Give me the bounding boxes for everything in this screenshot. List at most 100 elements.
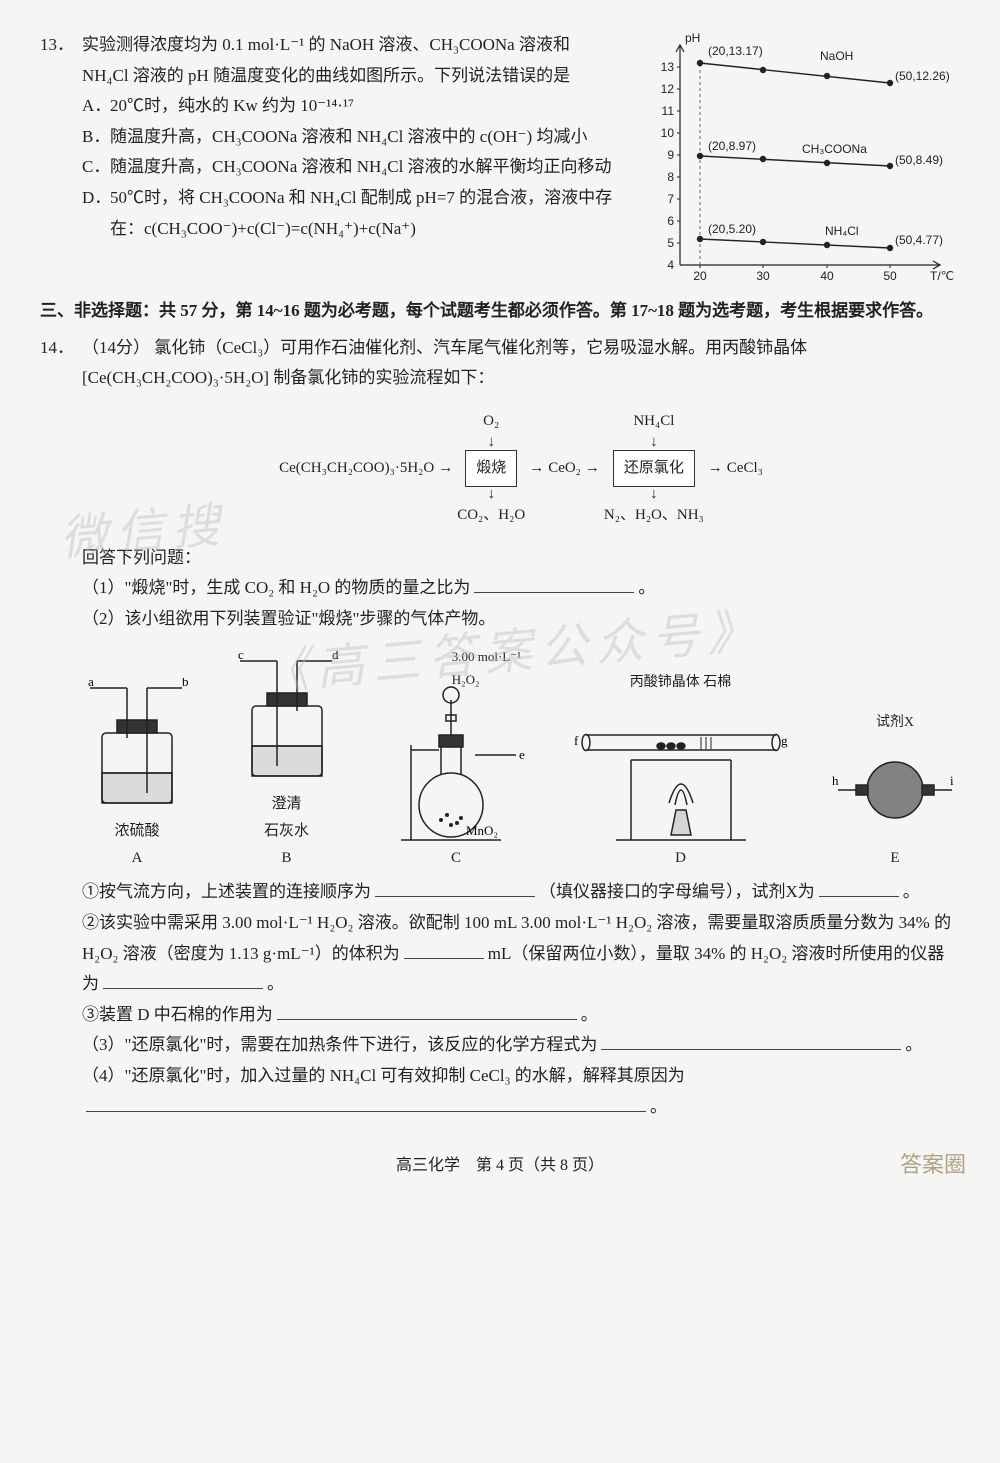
apparatus-d-label: D: [675, 845, 686, 872]
svg-text:4: 4: [667, 258, 674, 272]
q14-flowchart: Ce(CH₃CH₂COO)₃·5H₂O → O₂ ↓ 煅烧 ↓ CO₂、H₂O …: [82, 408, 960, 529]
blank-input[interactable]: [404, 941, 484, 959]
q13-opt-a-letter: A．: [82, 91, 110, 122]
flow-input-o2: O₂: [483, 408, 499, 435]
apparatus-c-top: 3.00 mol·L⁻¹ H₂O₂: [452, 645, 521, 692]
apparatus-e-top: 试剂X: [876, 710, 914, 735]
blank-input[interactable]: [103, 971, 263, 989]
corner-watermark: 答案圈: [900, 1145, 966, 1185]
svg-text:5: 5: [667, 236, 674, 250]
q13-stem: 实验测得浓度均为 0.1 mol·L⁻¹ 的 NaOH 溶液、CH₃COONa …: [82, 30, 620, 91]
q14-stem: 氯化铈（CeCl₃）可用作石油催化剂、汽车尾气催化剂等，它易吸湿水解。用丙酸铈晶…: [82, 338, 807, 388]
svg-text:40: 40: [820, 269, 834, 283]
svg-text:8: 8: [667, 170, 674, 184]
flow-input-nh4cl: NH₄Cl: [633, 408, 674, 435]
apparatus-a-label: A: [132, 845, 143, 872]
down-arrow-icon: ↓: [650, 435, 658, 450]
svg-text:(50,4.77): (50,4.77): [895, 233, 943, 247]
arrow-icon: →: [585, 455, 600, 482]
blank-input[interactable]: [819, 879, 899, 897]
arrow-icon: →: [438, 455, 453, 482]
q14-lead: 回答下列问题：: [82, 543, 960, 574]
svg-text:f: f: [574, 733, 579, 748]
question-13: 13． 实验测得浓度均为 0.1 mol·L⁻¹ 的 NaOH 溶液、CH₃CO…: [40, 30, 960, 290]
apparatus-c-label: C: [451, 845, 461, 872]
apparatus-e: 试剂X h i E: [830, 710, 960, 872]
svg-text:10: 10: [661, 126, 675, 140]
page: 微信搜 《高三答案公众号》 13． 实验测得浓度均为 0.1 mol·L⁻¹ 的…: [40, 30, 960, 1181]
q14-part4: （4）"还原氯化"时，加入过量的 NH₄Cl 可有效抑制 CeCl₃ 的水解，解…: [82, 1061, 960, 1092]
apparatus-a-caption: 浓硫酸: [114, 818, 159, 845]
svg-text:c: c: [238, 651, 244, 662]
apparatus-c: 3.00 mol·L⁻¹ H₂O₂: [381, 645, 531, 873]
flow-output-2: N₂、H₂O、NH₃: [604, 502, 704, 529]
apparatus-e-label: E: [890, 845, 899, 872]
svg-text:(20,5.20): (20,5.20): [708, 222, 756, 236]
q14-part3: （3）"还原氯化"时，需要在加热条件下进行，该反应的化学方程式为。: [82, 1030, 960, 1061]
flow-mid: CeO₂: [548, 455, 581, 482]
svg-text:MnO₂: MnO₂: [466, 823, 498, 838]
q13-opt-b-letter: B．: [82, 122, 110, 153]
blank-input[interactable]: [375, 879, 535, 897]
q13-opt-d-letter: D．: [82, 183, 110, 214]
svg-text:b: b: [182, 678, 189, 689]
svg-text:i: i: [950, 773, 954, 788]
svg-text:T/℃: T/℃: [930, 269, 954, 283]
down-arrow-icon: ↓: [487, 487, 495, 502]
apparatus-d: 丙酸铈晶体 石棉: [571, 670, 791, 872]
question-14: 14． （14分） 氯化铈（CeCl₃）可用作石油催化剂、汽车尾气催化剂等，它易…: [40, 333, 960, 1123]
svg-text:(20,13.17): (20,13.17): [708, 44, 763, 58]
q13-opt-b: 随温度升高，CH₃COONa 溶液和 NH₄Cl 溶液中的 c(OH⁻) 均减小: [110, 122, 620, 153]
flow-output-1: CO₂、H₂O: [457, 502, 525, 529]
section-3-heading: 三、非选择题：共 57 分，第 14~16 题为必考题，每个试题考生都必须作答。…: [40, 296, 960, 327]
svg-text:d: d: [332, 651, 339, 662]
svg-text:NaOH: NaOH: [820, 49, 853, 63]
q14-number: 14．: [40, 333, 82, 364]
apparatus-b-label: B: [281, 845, 291, 872]
q14-part1: （1）"煅烧"时，生成 CO₂ 和 H₂O 的物质的量之比为。: [82, 573, 960, 604]
svg-text:12: 12: [661, 82, 675, 96]
flow-step-calcine: 煅烧: [465, 450, 517, 487]
q14-part2: （2）该小组欲用下列装置验证"煅烧"步骤的气体产物。: [82, 604, 960, 635]
flow-step-reduce: 还原氯化: [613, 450, 695, 487]
blank-input[interactable]: [601, 1032, 901, 1050]
flow-end: CeCl₃: [727, 455, 763, 482]
down-arrow-icon: ↓: [650, 487, 658, 502]
q14-part2-3: ③装置 D 中石棉的作用为。: [82, 1000, 960, 1031]
down-arrow-icon: ↓: [487, 435, 495, 450]
apparatus-row: a b 浓硫酸 A: [82, 645, 960, 873]
q14-part2-2: ②该实验中需采用 3.00 mol·L⁻¹ H₂O₂ 溶液。欲配制 100 mL…: [82, 908, 960, 1000]
svg-text:11: 11: [662, 104, 675, 118]
svg-text:h: h: [832, 773, 839, 788]
apparatus-b-caption: 澄清 石灰水: [264, 791, 309, 845]
svg-text:CH₃COONa: CH₃COONa: [802, 142, 867, 156]
q14-part2-1: ①按气流方向，上述装置的连接顺序为（填仪器接口的字母编号），试剂X为。: [82, 877, 960, 908]
svg-text:(20,8.97): (20,8.97): [708, 139, 756, 153]
q13-opt-d: 50℃时，将 CH₃COONa 和 NH₄Cl 配制成 pH=7 的混合液，溶液…: [110, 183, 620, 244]
q13-chart: 4 5 6 7 8 9 10 11 12 13: [630, 30, 960, 290]
q13-opt-a: 20℃时，纯水的 Kw 约为 10⁻¹⁴·¹⁷: [110, 91, 620, 122]
svg-text:9: 9: [667, 148, 674, 162]
flow-start: Ce(CH₃CH₂COO)₃·5H₂O: [279, 455, 434, 482]
svg-text:6: 6: [667, 214, 674, 228]
q13-number: 13．: [40, 30, 82, 61]
arrow-icon: →: [708, 455, 723, 482]
svg-text:50: 50: [883, 269, 897, 283]
apparatus-b: c d 澄清 石灰水 B: [232, 651, 342, 872]
svg-text:e: e: [519, 747, 525, 762]
svg-text:7: 7: [667, 192, 674, 206]
q14-points: （14分）: [82, 338, 150, 357]
svg-text:(50,8.49): (50,8.49): [895, 153, 943, 167]
svg-text:30: 30: [756, 269, 770, 283]
q13-opt-c: 随温度升高，CH₃COONa 溶液和 NH₄Cl 溶液的水解平衡均正向移动: [110, 152, 620, 183]
svg-text:NH₄Cl: NH₄Cl: [825, 224, 859, 238]
blank-input[interactable]: [86, 1094, 646, 1112]
svg-text:pH: pH: [685, 31, 700, 45]
blank-input[interactable]: [474, 575, 634, 593]
q13-opt-c-letter: C．: [82, 152, 110, 183]
blank-input[interactable]: [277, 1002, 577, 1020]
apparatus-a: a b 浓硫酸 A: [82, 678, 192, 872]
arrow-icon: →: [529, 455, 544, 482]
apparatus-d-top: 丙酸铈晶体 石棉: [630, 670, 732, 695]
page-footer: 高三化学 第 4 页（共 8 页）: [40, 1152, 960, 1181]
